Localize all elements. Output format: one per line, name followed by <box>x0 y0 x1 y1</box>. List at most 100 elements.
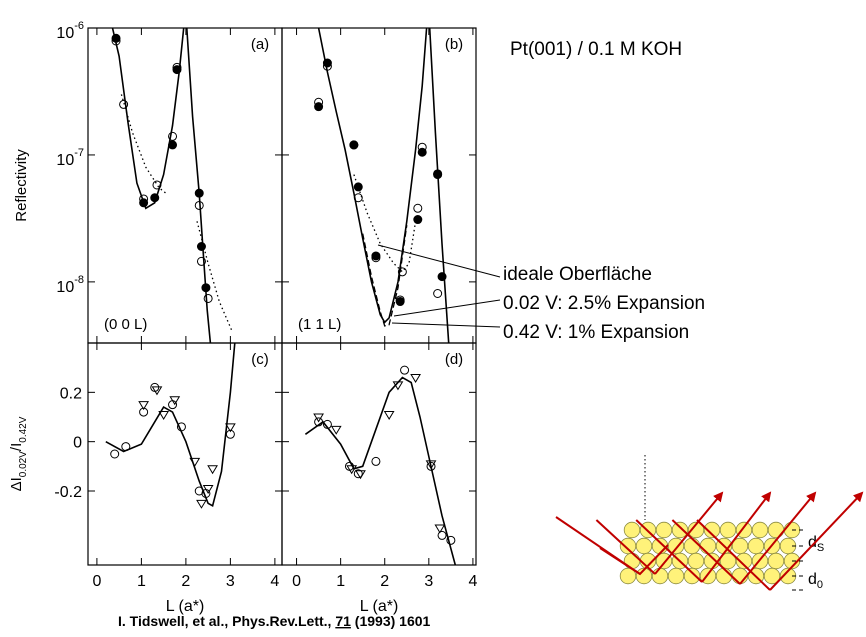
panel: (b) (1 1 L) <box>281 27 477 344</box>
data-point <box>346 465 358 475</box>
data-point <box>314 417 324 427</box>
data-point <box>355 470 366 480</box>
curve-label: 0.42 V: 1% Expansion <box>503 322 689 343</box>
panel-annotation: (1 1 L) <box>298 316 341 333</box>
y-axis-label-sub: 0.02V <box>18 451 29 477</box>
y-tick-base: 10 <box>56 152 74 169</box>
leader-line <box>391 322 501 328</box>
x-tick-label: 0 <box>92 573 101 590</box>
y-tick-exponent: -8 <box>74 274 84 286</box>
citation: I. Tidswell, et al., Phys.Rev.Lett., 71 … <box>118 613 431 629</box>
data-point <box>194 200 204 210</box>
x-tick-label: 3 <box>226 573 235 590</box>
panel-label: (d) <box>445 351 463 368</box>
atom <box>683 567 701 585</box>
plot-area <box>111 28 234 343</box>
data-point <box>203 293 213 303</box>
data-point <box>139 407 149 417</box>
data-point <box>207 465 218 475</box>
curve-label: 0.02 V: 2.5% Expansion <box>503 293 705 314</box>
data-point <box>313 413 324 423</box>
title: Pt(001) / 0.1 M KOH <box>510 39 682 60</box>
rays <box>555 491 864 591</box>
data-point <box>353 182 363 192</box>
data-point <box>172 65 182 75</box>
data-point <box>196 499 207 509</box>
panel-label: (a) <box>251 36 269 53</box>
x-axis-label: L (a*) <box>360 598 399 615</box>
data-point <box>371 251 381 261</box>
layer-label-base: d <box>808 571 817 588</box>
atom <box>655 521 673 539</box>
x-tick-label: 4 <box>270 573 279 590</box>
atom <box>767 552 785 570</box>
atom <box>747 537 765 555</box>
data-point <box>121 442 131 452</box>
atom <box>651 567 669 585</box>
y-tick-label: -0.2 <box>54 484 82 501</box>
atom <box>767 521 785 539</box>
ray <box>635 519 703 583</box>
atom <box>735 521 753 539</box>
y-tick-exponent: -7 <box>74 147 84 159</box>
atom <box>683 537 701 555</box>
data-point <box>433 288 443 298</box>
atom <box>763 567 781 585</box>
x-tick-label: 2 <box>181 573 190 590</box>
data-point <box>225 429 235 439</box>
fit-curve <box>111 28 212 343</box>
atom <box>751 521 769 539</box>
data-point <box>425 460 437 470</box>
citation-text: (1993) 1601 <box>351 613 431 629</box>
panel-annotation: (0 0 L) <box>104 316 147 333</box>
fit-curve <box>362 225 408 327</box>
y-axis-label-part: /I <box>8 443 25 451</box>
plot-area <box>105 343 236 508</box>
data-point <box>433 169 443 179</box>
data-point <box>194 486 204 496</box>
leader-line <box>377 244 501 278</box>
layer-label-sub: 0 <box>817 579 823 591</box>
ray <box>595 519 656 575</box>
ray <box>599 544 669 576</box>
atom <box>619 537 637 555</box>
y-tick-label: 10-8 <box>56 274 84 296</box>
atom <box>623 521 641 539</box>
diagram: dS d0 <box>555 455 864 591</box>
data-point <box>322 58 332 68</box>
data-point <box>413 203 423 213</box>
data-point <box>168 400 178 410</box>
panel: 0.2 0 -0.2 0 1 2 3 4 (c) L (a*) ΔI0.02V/I0.42V <box>8 342 283 615</box>
citation-text: I. Tidswell, et al., Phys.Rev.Lett., <box>118 613 335 629</box>
y-axis-label: Reflectivity <box>13 149 30 222</box>
y-tick-label: 0.2 <box>60 385 82 402</box>
curve-label: ideale Oberfläche <box>503 264 652 285</box>
data-point <box>437 530 447 540</box>
data-point <box>202 485 214 495</box>
y-axis-label-part: ΔI <box>8 477 25 491</box>
data-point <box>413 215 423 225</box>
data-point <box>400 365 410 375</box>
panel-frame <box>281 342 477 566</box>
data-point <box>158 411 170 421</box>
data-point <box>314 102 324 112</box>
data-point <box>371 456 381 466</box>
atom <box>699 537 717 555</box>
data-point <box>437 272 447 282</box>
ray <box>654 491 724 575</box>
fit-curve <box>120 94 234 333</box>
panel: 0 1 2 3 4 (d) L (a*) <box>281 342 477 615</box>
atom <box>623 552 641 570</box>
ray <box>769 491 864 591</box>
y-tick-base: 10 <box>56 25 74 42</box>
data-point <box>138 401 150 411</box>
data-point <box>168 140 178 150</box>
data-point <box>353 469 363 479</box>
atom <box>687 552 705 570</box>
fit-curve <box>317 28 450 343</box>
data-point <box>410 374 421 384</box>
panel-frame <box>87 342 283 566</box>
data-point <box>392 381 404 391</box>
